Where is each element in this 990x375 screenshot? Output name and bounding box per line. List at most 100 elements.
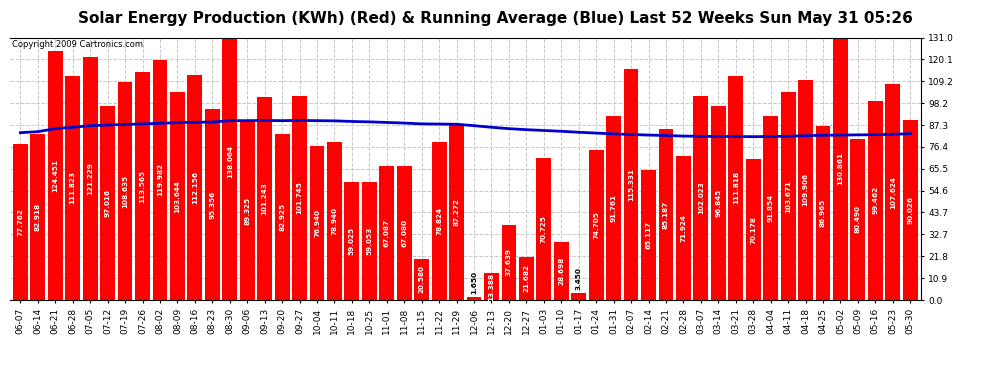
Text: 67.087: 67.087 xyxy=(384,219,390,247)
Text: 59.025: 59.025 xyxy=(348,227,354,255)
Text: 13.388: 13.388 xyxy=(488,273,494,301)
Text: 28.698: 28.698 xyxy=(558,257,564,285)
Text: 108.635: 108.635 xyxy=(122,175,128,208)
Bar xyxy=(658,129,673,300)
Bar xyxy=(537,158,551,300)
Text: 109.906: 109.906 xyxy=(803,173,809,207)
Bar xyxy=(257,97,272,300)
Bar xyxy=(449,125,464,300)
Bar xyxy=(519,256,534,300)
Text: 70.725: 70.725 xyxy=(541,215,546,243)
Bar xyxy=(83,57,98,300)
Text: 124.451: 124.451 xyxy=(52,159,58,192)
Text: 76.940: 76.940 xyxy=(314,209,320,237)
Bar xyxy=(484,273,499,300)
Text: 82.925: 82.925 xyxy=(279,203,285,231)
Bar xyxy=(13,144,28,300)
Bar xyxy=(553,243,568,300)
Bar xyxy=(118,82,133,300)
Text: 102.023: 102.023 xyxy=(698,182,704,214)
Text: 121.229: 121.229 xyxy=(87,162,93,195)
Text: 78.940: 78.940 xyxy=(332,207,338,235)
Bar xyxy=(729,76,743,300)
Text: 65.117: 65.117 xyxy=(645,221,651,249)
Text: 112.156: 112.156 xyxy=(192,171,198,204)
Text: 96.845: 96.845 xyxy=(716,189,722,217)
Text: 103.671: 103.671 xyxy=(785,180,791,213)
Bar xyxy=(432,142,446,300)
Text: 21.682: 21.682 xyxy=(524,264,530,292)
Bar xyxy=(327,142,342,300)
Text: Solar Energy Production (KWh) (Red) & Running Average (Blue) Last 52 Weeks Sun M: Solar Energy Production (KWh) (Red) & Ru… xyxy=(77,11,913,26)
Text: 101.243: 101.243 xyxy=(261,182,267,215)
Text: 111.823: 111.823 xyxy=(69,171,75,204)
Text: 78.824: 78.824 xyxy=(437,207,443,235)
Bar xyxy=(466,297,481,300)
Bar xyxy=(763,116,778,300)
Bar xyxy=(292,96,307,300)
Text: 101.745: 101.745 xyxy=(297,182,303,214)
Bar xyxy=(642,170,656,300)
Bar xyxy=(502,225,517,300)
Bar xyxy=(100,106,115,300)
Bar xyxy=(745,159,760,300)
Bar xyxy=(397,166,412,300)
Text: 59.053: 59.053 xyxy=(366,227,372,255)
Bar xyxy=(781,92,796,300)
Text: 115.331: 115.331 xyxy=(628,168,634,201)
Bar xyxy=(589,150,604,300)
Bar xyxy=(310,146,325,300)
Text: 95.356: 95.356 xyxy=(209,190,215,219)
Text: 86.965: 86.965 xyxy=(820,199,826,227)
Text: 89.325: 89.325 xyxy=(245,196,250,225)
Bar xyxy=(868,101,883,300)
Text: 91.761: 91.761 xyxy=(611,194,617,222)
Text: 74.705: 74.705 xyxy=(593,211,599,239)
Text: 70.178: 70.178 xyxy=(750,216,756,244)
Bar xyxy=(223,23,238,300)
Bar xyxy=(274,134,289,300)
Bar xyxy=(152,60,167,300)
Bar xyxy=(135,72,149,300)
Text: 80.490: 80.490 xyxy=(855,206,861,233)
Bar xyxy=(850,139,865,300)
Bar xyxy=(170,92,185,300)
Text: 67.080: 67.080 xyxy=(401,219,407,247)
Text: 97.016: 97.016 xyxy=(105,189,111,217)
Bar xyxy=(798,80,813,300)
Text: 82.918: 82.918 xyxy=(35,203,41,231)
Bar xyxy=(240,121,254,300)
Bar xyxy=(833,38,847,300)
Bar xyxy=(48,51,62,300)
Bar xyxy=(362,182,377,300)
Bar xyxy=(414,259,429,300)
Text: 130.861: 130.861 xyxy=(838,152,843,185)
Text: 1.650: 1.650 xyxy=(471,271,477,294)
Text: 90.026: 90.026 xyxy=(907,196,913,224)
Text: Copyright 2009 Cartronics.com: Copyright 2009 Cartronics.com xyxy=(12,40,143,49)
Text: 119.982: 119.982 xyxy=(157,163,163,196)
Text: 20.580: 20.580 xyxy=(419,266,425,293)
Text: 37.639: 37.639 xyxy=(506,248,512,276)
Bar xyxy=(693,96,708,300)
Bar xyxy=(624,69,639,300)
Bar xyxy=(31,134,46,300)
Bar xyxy=(345,182,359,300)
Bar xyxy=(816,126,831,300)
Text: 107.624: 107.624 xyxy=(890,176,896,209)
Text: 113.565: 113.565 xyxy=(140,170,146,203)
Bar xyxy=(379,166,394,300)
Text: 103.644: 103.644 xyxy=(174,180,180,213)
Text: 99.462: 99.462 xyxy=(872,186,878,214)
Text: 71.924: 71.924 xyxy=(680,214,686,242)
Bar xyxy=(606,116,621,300)
Bar xyxy=(65,76,80,300)
Bar xyxy=(187,75,202,300)
Text: 87.272: 87.272 xyxy=(453,199,459,226)
Bar xyxy=(571,293,586,300)
Bar xyxy=(205,109,220,300)
Text: 77.762: 77.762 xyxy=(18,208,24,236)
Text: 91.854: 91.854 xyxy=(767,194,773,222)
Bar xyxy=(676,156,691,300)
Text: 3.450: 3.450 xyxy=(576,267,582,290)
